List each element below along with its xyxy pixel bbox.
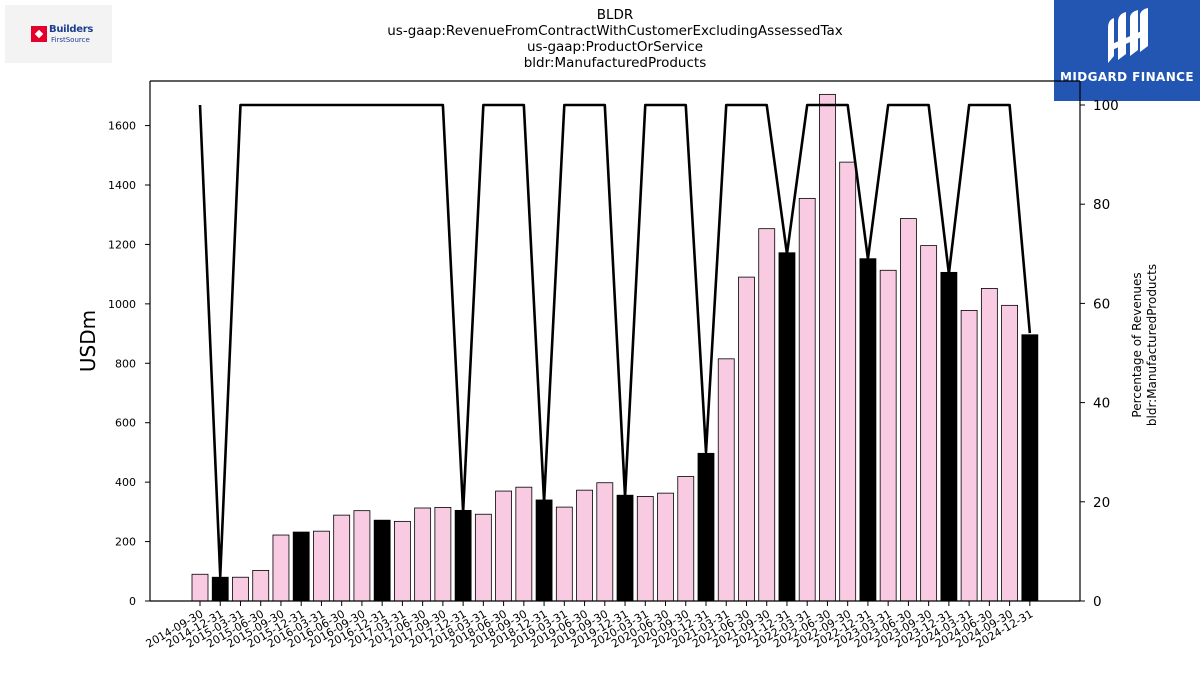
percentage-line bbox=[198, 103, 1032, 578]
bar-2024-09-30 bbox=[1001, 304, 1018, 602]
bar-2016-12-31 bbox=[373, 519, 391, 602]
y-tick-label-1600: 1600 bbox=[108, 120, 136, 133]
y2-tick-label-40: 40 bbox=[1093, 396, 1110, 412]
bar-2024-06-30 bbox=[980, 288, 998, 602]
y2-tick-label-80: 80 bbox=[1093, 197, 1110, 213]
bar-2018-09-30 bbox=[515, 486, 533, 602]
bar-2023-09-30 bbox=[920, 245, 938, 602]
y2-tick-label-100: 100 bbox=[1093, 98, 1119, 114]
bar-2022-03-31 bbox=[798, 197, 816, 602]
bar-2021-12-31 bbox=[778, 252, 796, 602]
y-tick-label-0: 0 bbox=[129, 595, 136, 608]
title-line-4: bldr:ManufacturedProducts bbox=[523, 55, 707, 71]
line-layer bbox=[198, 103, 1032, 578]
y-tick-label-400: 400 bbox=[115, 476, 136, 489]
bar-2015-06-30 bbox=[252, 569, 270, 602]
y-tick-label-1200: 1200 bbox=[108, 238, 136, 251]
bar-2020-12-31 bbox=[697, 452, 715, 602]
y2-tick-label-60: 60 bbox=[1093, 296, 1110, 312]
company-logo-line2: FirstSource bbox=[51, 36, 90, 44]
bar-2017-09-30 bbox=[434, 506, 452, 602]
y2-tick-label-0: 0 bbox=[1093, 594, 1102, 610]
bar-2021-09-30 bbox=[758, 228, 776, 602]
midgard-m-icon bbox=[1108, 8, 1148, 63]
title-line-3: us-gaap:ProductOrService bbox=[526, 39, 704, 55]
bar-2023-03-31 bbox=[879, 269, 897, 602]
bar-2016-03-31 bbox=[313, 530, 330, 602]
bar-2023-12-31 bbox=[940, 271, 958, 602]
bar-2022-06-30 bbox=[819, 93, 836, 602]
company-logo-line1: Builders bbox=[49, 24, 94, 35]
y-tick-label-600: 600 bbox=[115, 417, 136, 430]
company-logo: Builders FirstSource bbox=[5, 5, 112, 63]
chart-title: BLDR us-gaap:RevenueFromContractWithCust… bbox=[250, 7, 980, 71]
y-tick-label-1400: 1400 bbox=[108, 179, 136, 192]
title-line-2: us-gaap:RevenueFromContractWithCustomerE… bbox=[387, 23, 843, 39]
bar-2017-06-30 bbox=[414, 507, 432, 602]
bar-2023-06-30 bbox=[900, 218, 917, 602]
bar-2015-12-31 bbox=[292, 531, 310, 602]
bar-2019-06-30 bbox=[576, 489, 593, 602]
y-tick-label-1000: 1000 bbox=[108, 298, 136, 311]
y2-tick-label-20: 20 bbox=[1093, 495, 1110, 511]
bar-2022-09-30 bbox=[839, 161, 857, 602]
y-tick-label-800: 800 bbox=[115, 357, 136, 370]
bars-layer bbox=[191, 93, 1039, 602]
bar-2021-06-30 bbox=[738, 276, 755, 602]
bar-2018-03-31 bbox=[474, 513, 492, 602]
brand-logo: MIDGARD FINANCE bbox=[1054, 0, 1200, 101]
bar-2014-12-31 bbox=[211, 576, 229, 602]
bar-2014-09-30 bbox=[191, 573, 209, 602]
bar-2018-12-31 bbox=[535, 499, 553, 602]
bar-2016-06-30 bbox=[333, 514, 351, 602]
bar-2017-12-31 bbox=[454, 509, 472, 602]
bar-2017-03-31 bbox=[393, 520, 411, 602]
bar-2015-03-31 bbox=[232, 576, 249, 602]
axes-layer: 0 200 400 600 800 1000 1200 1400 1600 0 20 40 60 80 10… bbox=[76, 80, 1159, 651]
bar-2021-03-31 bbox=[717, 358, 735, 602]
bar-2020-09-30 bbox=[677, 476, 695, 602]
bar-2020-06-30 bbox=[657, 492, 674, 602]
bar-2018-06-30 bbox=[495, 490, 513, 602]
bar-2024-12-31 bbox=[1021, 334, 1039, 602]
bar-2020-03-31 bbox=[636, 496, 654, 602]
y2-axis-label-line-2: bldr:ManufacturedProducts bbox=[1145, 264, 1159, 426]
brand-logo-text: MIDGARD FINANCE bbox=[1060, 70, 1194, 84]
bar-2019-12-31 bbox=[616, 494, 634, 602]
y-tick-label-200: 200 bbox=[115, 536, 136, 549]
bar-2024-03-31 bbox=[960, 309, 978, 602]
bar-2019-09-30 bbox=[596, 482, 614, 602]
title-line-1: BLDR bbox=[596, 7, 634, 23]
bar-2016-09-30 bbox=[353, 510, 371, 602]
y2-axis-label-line-1: Percentage of Revenues bbox=[1130, 272, 1144, 417]
bar-2019-03-31 bbox=[555, 506, 573, 602]
y-axis-label: USDm bbox=[76, 310, 100, 372]
company-logo-mark-icon bbox=[31, 26, 47, 42]
bar-2015-09-30 bbox=[272, 534, 290, 602]
bar-2022-12-31 bbox=[859, 258, 877, 602]
